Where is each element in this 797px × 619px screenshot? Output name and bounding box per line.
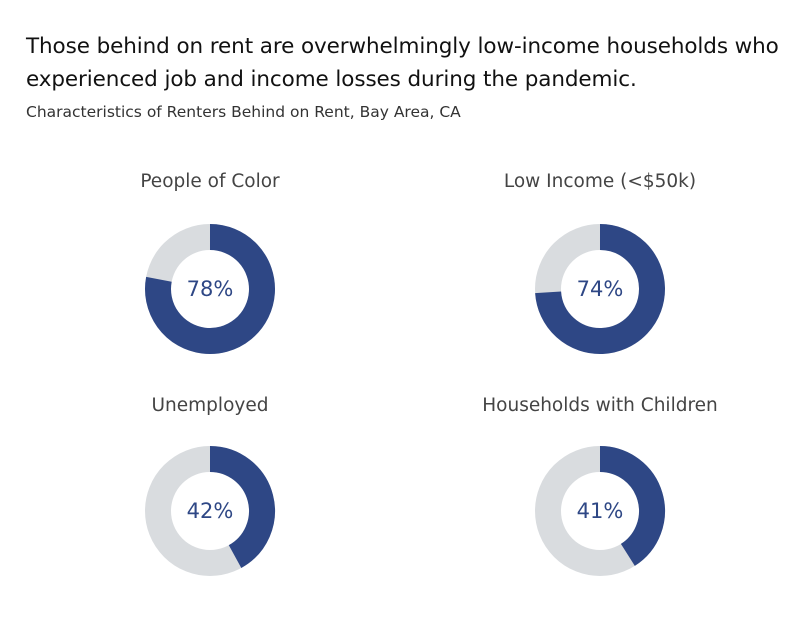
donut-unemployed: Unemployed 42% — [145, 395, 275, 576]
donut-title: Unemployed — [152, 395, 269, 416]
donut-households-with-children: Households with Children 41% — [482, 395, 718, 576]
donut-value-label: 42% — [187, 499, 234, 523]
chart-subtitle: Characteristics of Renters Behind on Ren… — [26, 103, 461, 121]
donut-value-label: 78% — [187, 277, 234, 301]
donut-people-of-color: People of Color 78% — [140, 171, 280, 354]
donut-slice-value — [145, 224, 275, 354]
donut-slice-value — [535, 224, 665, 354]
chart-title: Those behind on rent are overwhelmingly … — [26, 34, 779, 92]
donut-low-income-50k: Low Income (<$50k) 74% — [504, 171, 696, 354]
donut-title: Households with Children — [482, 395, 718, 416]
donut-value-label: 74% — [577, 277, 624, 301]
donut-slice-value — [599, 446, 665, 566]
donut-title: Low Income (<$50k) — [504, 171, 696, 192]
donut-title: People of Color — [140, 171, 280, 192]
donut-slice-value — [209, 446, 275, 568]
donut-value-label: 41% — [577, 499, 624, 523]
